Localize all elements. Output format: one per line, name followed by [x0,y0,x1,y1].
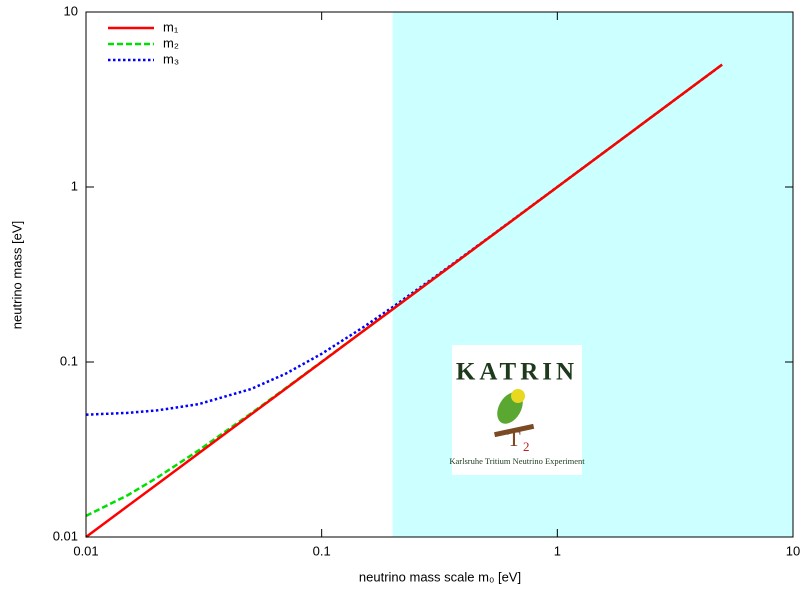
logo-title: KATRIN [456,359,578,386]
legend-label: m₃ [163,51,179,66]
logo-bird-head [511,389,525,403]
logo-subtitle: Karlsruhe Tritium Neutrino Experiment [449,456,585,466]
y-tick-label: 0.01 [53,528,78,543]
data-line [85,63,723,539]
x-axis-label: neutrino mass scale m₀ [eV] [359,569,521,584]
y-tick-label: 10 [64,3,78,18]
x-tick-label: 0.1 [313,543,331,558]
legend-label: m₂ [163,35,179,50]
y-axis-label: neutrino mass [eV] [9,221,24,329]
legend-label: m₁ [163,19,179,34]
x-tick-label: 10 [786,543,800,558]
logo: KATRIN T 2 Karlsruhe Tritium Neutrino Ex… [449,345,585,475]
logo-perch [494,423,535,438]
x-tick-label: 0.01 [73,543,98,558]
plot-frame [85,11,794,538]
logo-mark: T [507,426,521,451]
logo-mark-sub: 2 [523,439,530,454]
x-tick-label: 1 [554,543,561,558]
y-tick-label: 1 [71,178,78,193]
y-tick-label: 0.1 [60,353,78,368]
